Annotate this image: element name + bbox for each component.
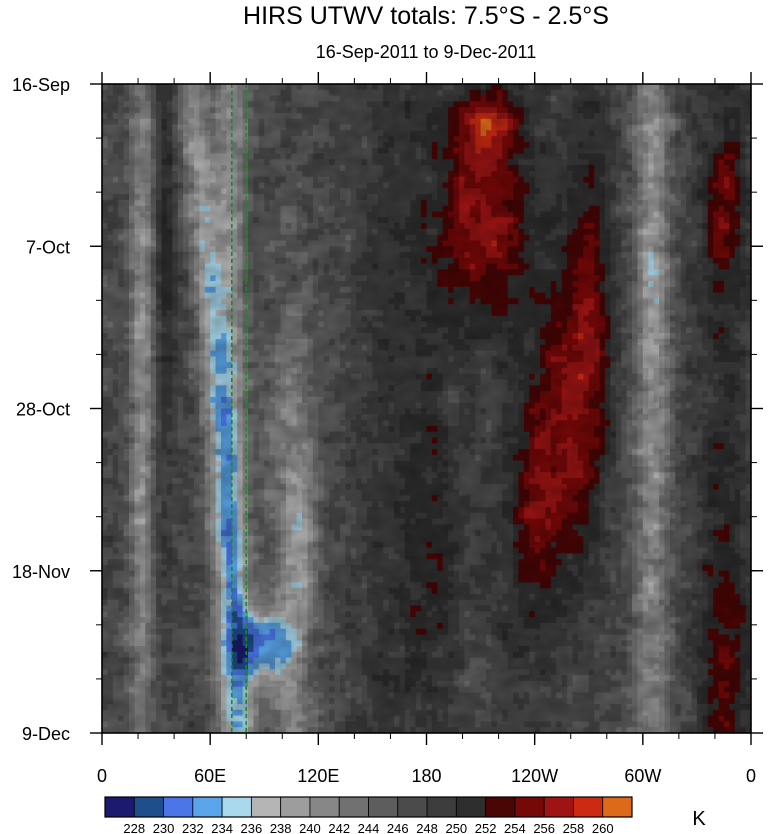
chart-title: HIRS UTWV totals: 7.5°S - 2.5°S — [243, 2, 609, 30]
chart-subtitle: 16-Sep-2011 to 9-Dec-2011 — [316, 42, 536, 62]
plot-area — [102, 84, 751, 733]
